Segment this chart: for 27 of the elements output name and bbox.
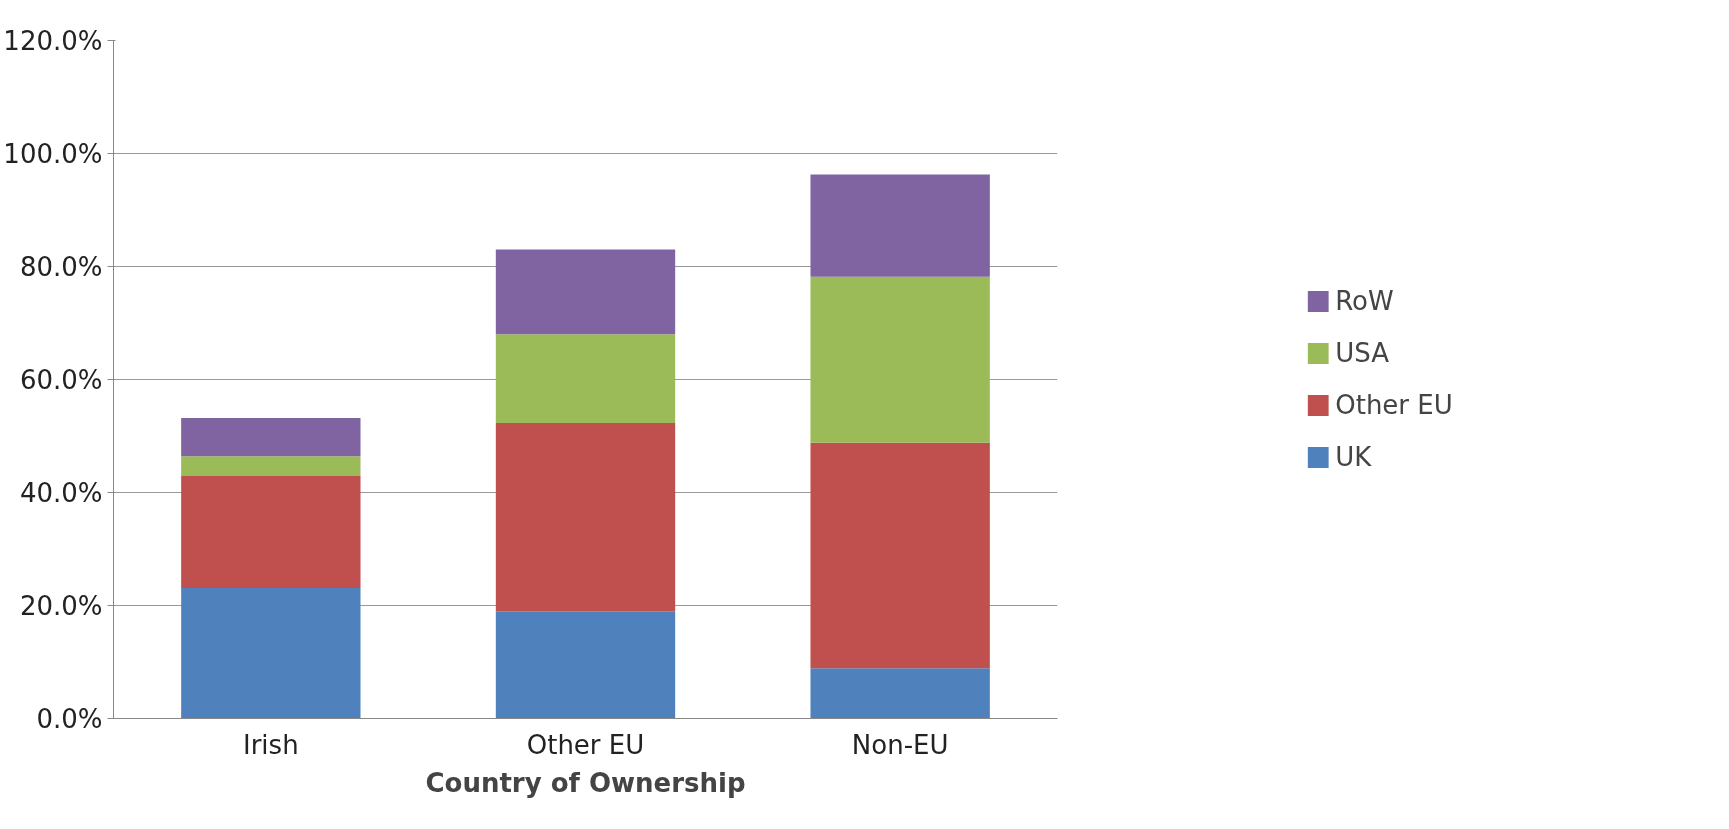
bar	[495, 611, 676, 719]
bar	[181, 476, 361, 588]
bar	[810, 276, 990, 443]
legend-label: USA	[1335, 338, 1390, 368]
bar	[810, 442, 990, 669]
bar	[810, 174, 990, 277]
y-tick-label: 120.0%	[3, 25, 103, 56]
bar	[495, 334, 676, 424]
y-tick-label: 40.0%	[19, 477, 103, 508]
x-tick-label: Other EU	[526, 729, 645, 760]
legend-label: UK	[1335, 442, 1372, 472]
y-tick-label: 100.0%	[3, 138, 103, 169]
x-tick-label: Irish	[243, 729, 299, 760]
y-tick-label: 20.0%	[19, 590, 103, 621]
bar	[181, 587, 361, 719]
y-tick-label: 80.0%	[19, 251, 103, 282]
bar	[181, 456, 361, 477]
y-tick-label: 60.0%	[19, 364, 103, 395]
x-tick-label: Non-EU	[851, 729, 949, 760]
bar	[181, 417, 361, 457]
y-tick-label: 0.0%	[36, 703, 103, 734]
bar	[495, 423, 676, 612]
x-axis-title: Country of Ownership	[425, 767, 746, 798]
legend-label: Other EU	[1335, 390, 1453, 420]
legend-label: RoW	[1335, 286, 1394, 316]
bar	[495, 249, 676, 335]
bar	[810, 668, 990, 719]
